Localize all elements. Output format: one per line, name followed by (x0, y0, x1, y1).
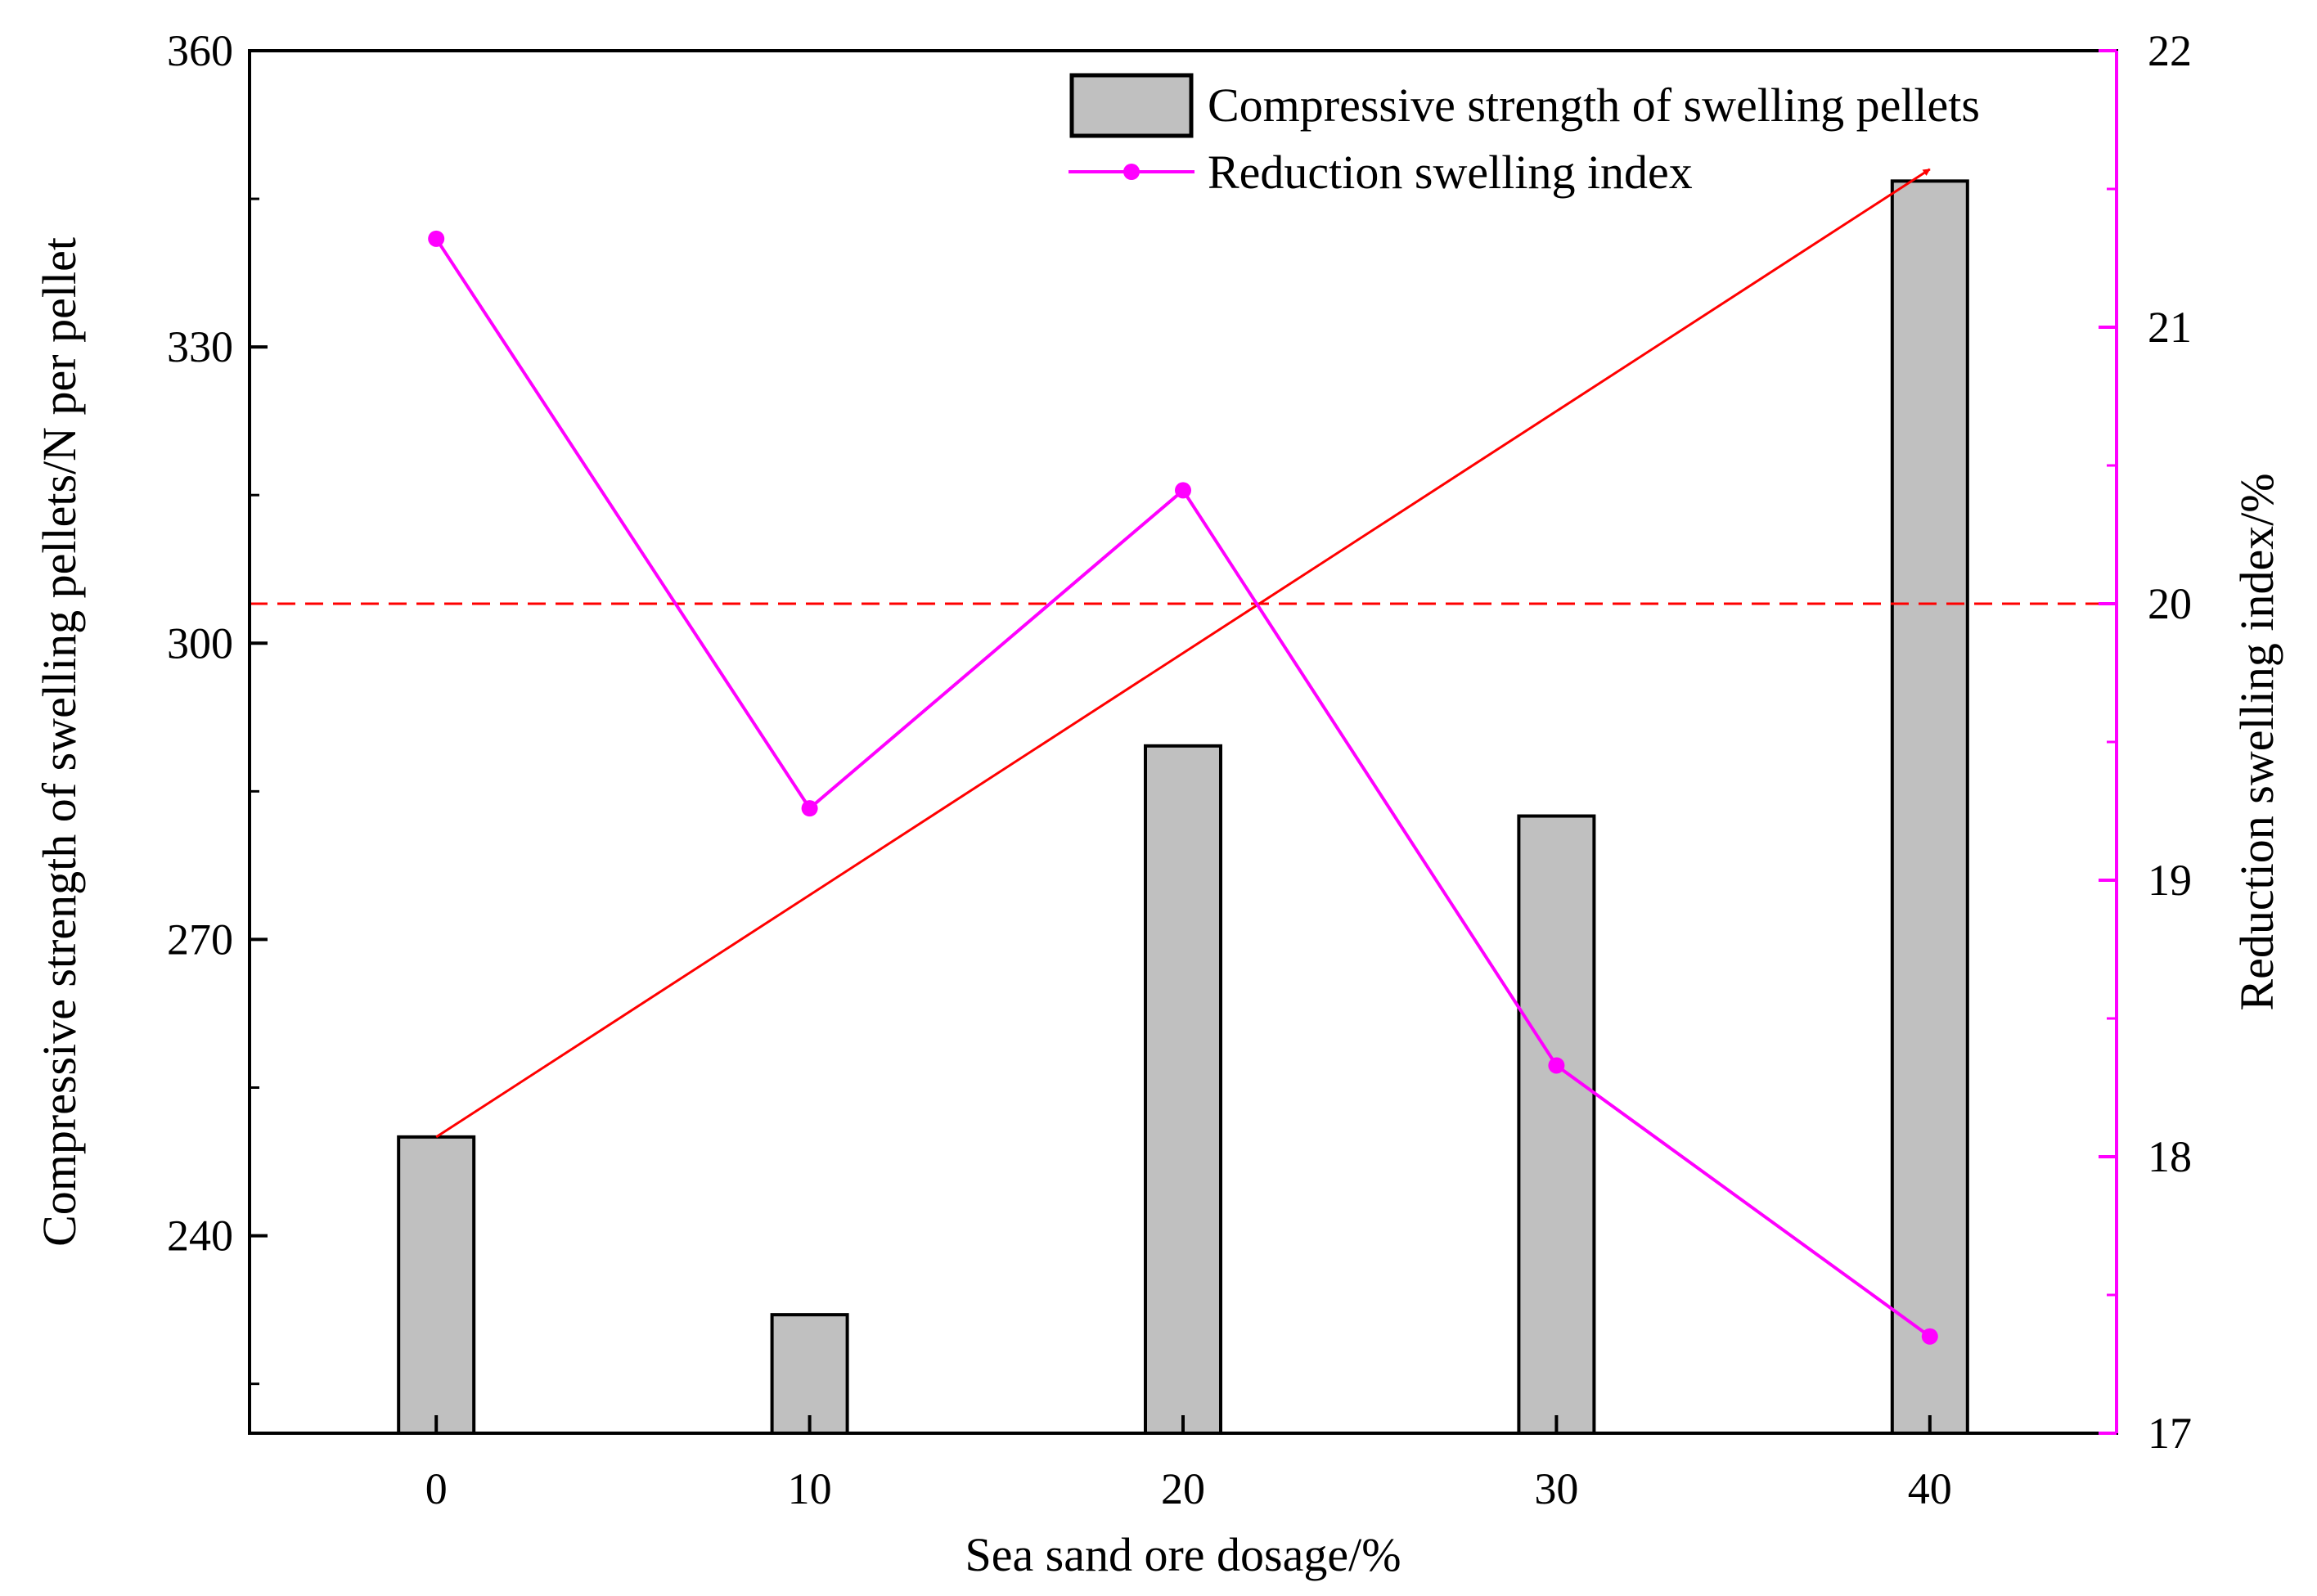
legend-bar-swatch (1069, 73, 1194, 138)
right-axis-title: Reduction swelling index/% (2230, 473, 2283, 1010)
left-axis-ticks: 240 270 300 330 360 (167, 26, 268, 1386)
legend-line-marker (1123, 164, 1140, 180)
swelling-point-30 (1548, 1057, 1565, 1074)
legend-label-line: Reduction swelling index (1208, 146, 1693, 199)
bottom-tick-label: 30 (1534, 1464, 1578, 1513)
bar-0 (397, 1135, 476, 1436)
x-axis-title: Sea sand ore dosage/% (965, 1528, 1401, 1581)
right-axis-ticks: 17 18 19 20 21 22 (2099, 26, 2192, 1458)
bottom-tick-label: 40 (1908, 1464, 1952, 1513)
bottom-tick-label: 0 (425, 1464, 448, 1513)
bottom-tick-label: 10 (788, 1464, 832, 1513)
right-tick-label: 17 (2148, 1409, 2192, 1458)
line-series (428, 230, 1938, 1345)
right-tick-label: 22 (2148, 26, 2192, 75)
right-tick-label: 19 (2148, 856, 2192, 905)
bar-30 (1517, 814, 1596, 1435)
bars-series (397, 179, 1969, 1436)
trend-arrow (435, 168, 1931, 1139)
swelling-point-40 (1921, 1328, 1938, 1345)
left-tick-label: 330 (167, 322, 233, 371)
swelling-point-10 (801, 800, 818, 817)
left-tick-label: 300 (167, 618, 233, 668)
legend: Compressive strength of swelling pellets… (1069, 73, 1980, 199)
left-tick-label: 360 (167, 26, 233, 75)
bottom-axis-ticks: 0 10 20 30 40 (425, 1415, 1952, 1513)
right-tick-label: 21 (2148, 303, 2192, 352)
left-tick-label: 240 (167, 1212, 233, 1261)
right-tick-label: 20 (2148, 579, 2192, 628)
annotations (250, 168, 2117, 1139)
bar-20 (1144, 744, 1222, 1435)
right-tick-label: 18 (2148, 1132, 2192, 1181)
left-axis-title: Compressive strength of swelling pellets… (33, 237, 86, 1247)
bar-40 (1890, 179, 1969, 1435)
bar-10 (770, 1313, 849, 1435)
swelling-point-20 (1175, 482, 1191, 499)
swelling-point-0 (428, 230, 445, 247)
left-tick-label: 270 (167, 915, 233, 964)
legend-label-bar: Compressive strength of swelling pellets (1208, 79, 1980, 132)
bottom-tick-label: 20 (1161, 1464, 1205, 1513)
